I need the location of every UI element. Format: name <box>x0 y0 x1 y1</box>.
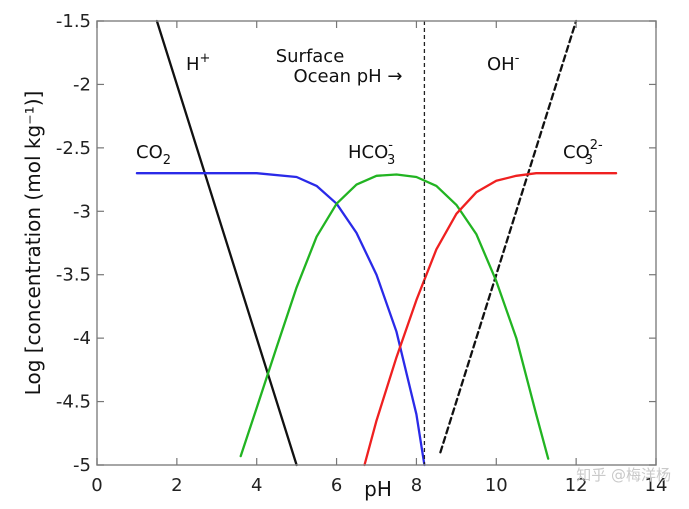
y-tick-label: -4 <box>73 328 91 349</box>
y-tick-label: -4.5 <box>56 392 91 413</box>
x-axis-title: pH <box>364 477 392 501</box>
watermark: 知乎 @梅洋杨 <box>576 466 671 484</box>
x-tick-label: 10 <box>485 475 508 496</box>
series-line-1 <box>439 19 578 454</box>
x-tick-label: 2 <box>171 475 182 496</box>
annotation-co3: CO2-3 <box>563 138 603 168</box>
x-tick-label: 4 <box>251 475 262 496</box>
x-tick-label: 0 <box>91 475 102 496</box>
x-tick-label: 6 <box>331 475 342 496</box>
series-line-4 <box>363 172 618 467</box>
plot-frame <box>96 20 657 466</box>
y-axis-title: Log [concentration (mol kg⁻¹)] <box>21 91 45 396</box>
series-line-0 <box>155 19 298 467</box>
x-tick-label: 8 <box>411 475 422 496</box>
y-tick-label: -5 <box>73 455 91 476</box>
series-line-3 <box>239 173 550 460</box>
annotation-co2: CO2 <box>136 142 171 168</box>
x-tick-label: 12 <box>565 475 588 496</box>
x-tick-label: 14 <box>645 475 668 496</box>
series-layer <box>135 19 618 467</box>
annotation-ocean-ph: Ocean pH → <box>293 66 402 87</box>
y-tick-label: -1.5 <box>56 11 91 32</box>
tick-layer: 0 2 4 6 8 10 12 14 -1.5 -2 -2.5 -3 -3.5 -4 -4.5 -5 <box>56 11 668 496</box>
y-tick-label: -3 <box>73 201 91 222</box>
annotation-h-plus: H+ <box>186 51 210 75</box>
annotation-surface: Surface <box>276 46 345 67</box>
y-tick-label: -2.5 <box>56 138 91 159</box>
series-line-2 <box>135 172 426 467</box>
annotation-oh-minus: OH- <box>487 51 520 75</box>
y-tick-label: -2 <box>73 74 91 95</box>
annotation-hco3: HCO-3 <box>348 138 395 168</box>
y-tick-label: -3.5 <box>56 265 91 286</box>
